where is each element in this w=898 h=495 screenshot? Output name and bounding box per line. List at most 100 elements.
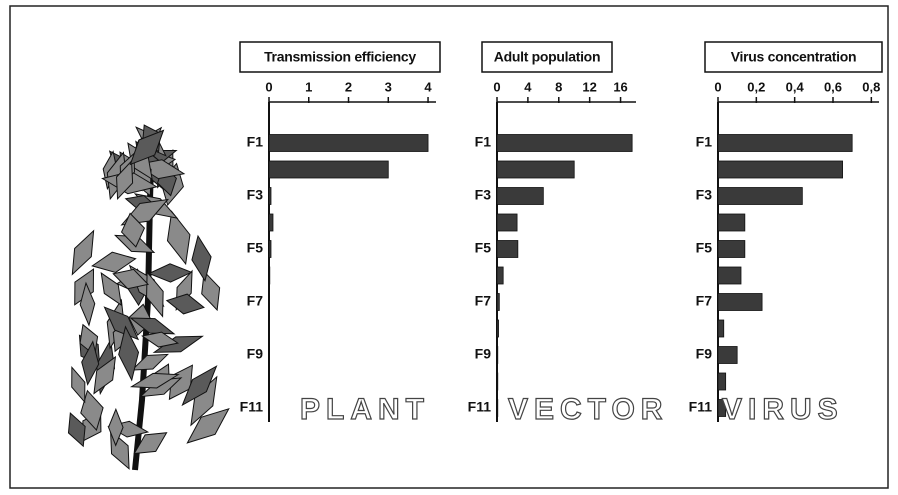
y-tick-label: F1 xyxy=(247,134,264,150)
x-tick-label: 0 xyxy=(493,79,500,94)
plant-leaf xyxy=(165,293,205,315)
y-tick-label: F11 xyxy=(240,399,264,415)
plant-leaf xyxy=(74,268,95,306)
bar xyxy=(496,346,499,364)
plant-leaf xyxy=(91,251,137,273)
x-tick-label: 4 xyxy=(524,79,532,94)
plant-leaf xyxy=(133,432,168,455)
y-tick-label: F5 xyxy=(696,240,713,256)
bar xyxy=(268,160,389,179)
annotation: VIRUS xyxy=(722,393,844,426)
bar xyxy=(496,213,518,232)
plant-leaf xyxy=(201,270,221,312)
y-tick-label: F7 xyxy=(696,293,713,309)
x-tick-label: 1 xyxy=(305,79,312,94)
plant-leaf xyxy=(93,355,117,395)
plant-leaf xyxy=(103,306,140,341)
plant-leaf xyxy=(129,129,165,166)
plant-leaf xyxy=(120,212,146,248)
plant-illustration xyxy=(67,124,230,471)
y-tick-label: F3 xyxy=(247,187,264,203)
bar xyxy=(717,266,742,285)
bar xyxy=(496,240,519,258)
plant-leaf xyxy=(71,365,86,404)
bar xyxy=(268,187,272,205)
y-tick-label: F9 xyxy=(696,346,713,362)
bar xyxy=(268,213,274,232)
plant-leaf xyxy=(181,365,218,407)
plant-leaf xyxy=(79,281,96,327)
y-tick-label: F9 xyxy=(475,346,492,362)
x-tick-label: 3 xyxy=(385,79,392,94)
plant-leaf xyxy=(168,364,193,401)
chart-title: Virus concentration xyxy=(731,49,857,65)
plant-leaf xyxy=(107,407,124,447)
plant-leaf xyxy=(129,372,180,389)
bar xyxy=(717,399,727,417)
bar xyxy=(496,134,633,152)
plant-leaf xyxy=(80,389,104,432)
plant-leaf xyxy=(67,412,86,448)
bar xyxy=(717,319,725,338)
bar xyxy=(496,293,500,311)
plant-leaf xyxy=(152,335,204,353)
x-tick-label: 0 xyxy=(714,79,721,94)
plant-leaf xyxy=(147,263,193,283)
x-tick-label: 0,6 xyxy=(824,79,842,94)
plant-leaf xyxy=(112,268,150,290)
x-tick-label: 12 xyxy=(582,79,596,94)
bar xyxy=(496,399,499,417)
x-tick-label: 0 xyxy=(265,79,272,94)
y-tick-label: F9 xyxy=(247,346,264,362)
plant-leaf xyxy=(129,317,176,335)
bar xyxy=(717,346,738,364)
plant-leaf xyxy=(141,331,180,348)
x-tick-label: 16 xyxy=(613,79,627,94)
x-tick-label: 2 xyxy=(345,79,352,94)
x-tick-label: 8 xyxy=(555,79,562,94)
y-tick-label: F5 xyxy=(475,240,492,256)
y-tick-label: F7 xyxy=(247,293,264,309)
annotation: PLANT xyxy=(300,393,430,426)
title-box xyxy=(704,41,883,73)
x-tick-label: 0,8 xyxy=(862,79,880,94)
y-tick-label: F11 xyxy=(689,399,713,415)
chart-title: Transmission efficiency xyxy=(264,49,416,65)
y-tick-label: F1 xyxy=(475,134,492,150)
plant-leaf xyxy=(191,234,212,283)
y-tick-label: F11 xyxy=(468,399,492,415)
y-tick-label: F3 xyxy=(696,187,713,203)
bar xyxy=(717,187,803,205)
bar xyxy=(717,293,763,311)
y-tick-label: F5 xyxy=(247,240,264,256)
bar xyxy=(717,160,843,179)
y-tick-label: F1 xyxy=(696,134,713,150)
bar xyxy=(717,213,746,232)
title-box xyxy=(239,41,441,73)
bar xyxy=(268,266,271,285)
bar xyxy=(717,372,727,391)
plant-leaf xyxy=(116,159,134,201)
plant-leaf xyxy=(186,407,230,444)
bar xyxy=(496,319,499,338)
bar xyxy=(496,160,575,179)
x-tick-label: 4 xyxy=(424,79,432,94)
title-box xyxy=(481,41,613,73)
bar xyxy=(496,266,504,285)
plant-leaf xyxy=(81,340,100,386)
x-tick-label: 0,4 xyxy=(786,79,805,94)
y-tick-label: F3 xyxy=(475,187,492,203)
bar xyxy=(717,240,746,258)
chart-title: Adult population xyxy=(494,49,600,65)
plant-leaf xyxy=(118,325,140,382)
bar xyxy=(717,134,853,152)
bar xyxy=(268,240,272,258)
bar xyxy=(268,134,429,152)
plant-leaf xyxy=(71,229,95,276)
bar xyxy=(496,187,544,205)
plant-leaf xyxy=(146,270,164,318)
plant-leaf xyxy=(166,210,191,266)
annotation: VECTOR xyxy=(508,393,668,426)
plant-leaf xyxy=(100,272,122,307)
